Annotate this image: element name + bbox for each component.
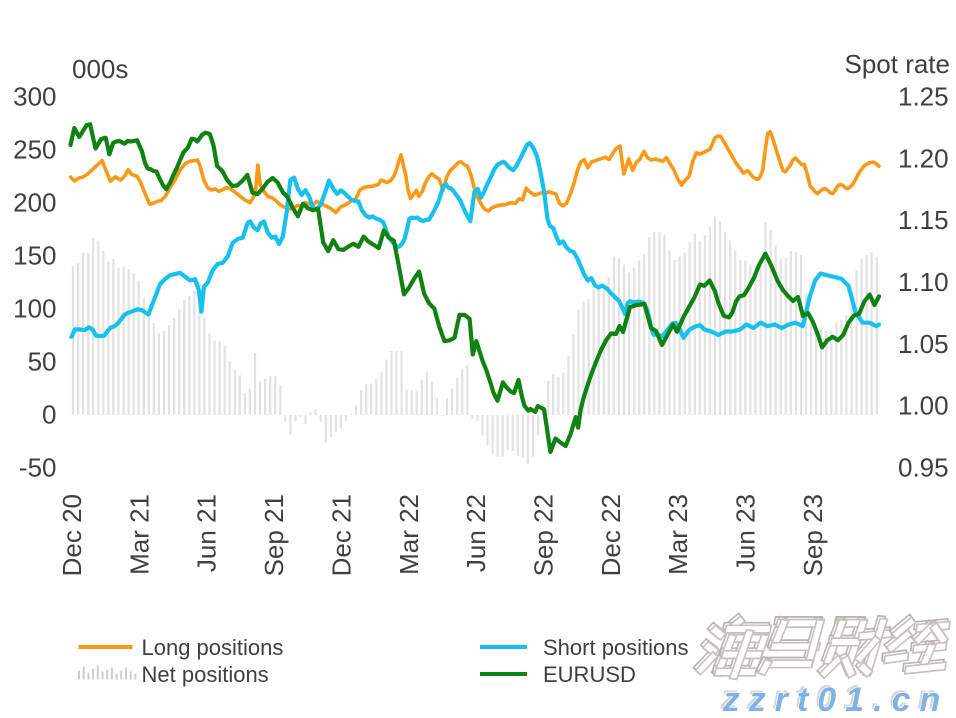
svg-text:300: 300 — [13, 82, 56, 112]
svg-text:Dec 21: Dec 21 — [326, 494, 356, 576]
svg-text:1.10: 1.10 — [898, 267, 949, 297]
svg-text:Spot rate: Spot rate — [844, 49, 950, 79]
svg-text:200: 200 — [13, 188, 56, 218]
svg-text:Mar 22: Mar 22 — [394, 494, 424, 575]
svg-text:-50: -50 — [19, 453, 57, 483]
svg-text:50: 50 — [28, 347, 57, 377]
svg-text:250: 250 — [13, 135, 56, 165]
svg-text:Mar 23: Mar 23 — [663, 494, 693, 575]
svg-text:Short positions: Short positions — [543, 635, 689, 660]
svg-text:Long positions: Long positions — [142, 635, 284, 660]
svg-text:Jun 21: Jun 21 — [192, 494, 222, 572]
svg-text:0: 0 — [42, 400, 56, 430]
svg-text:0.95: 0.95 — [898, 453, 949, 483]
svg-text:150: 150 — [13, 241, 56, 271]
svg-text:Dec 22: Dec 22 — [596, 494, 626, 576]
svg-text:zzrt01.cn: zzrt01.cn — [719, 679, 947, 717]
svg-text:1.20: 1.20 — [898, 143, 949, 173]
svg-text:Jun 22: Jun 22 — [461, 494, 491, 572]
svg-text:Sep 23: Sep 23 — [798, 494, 828, 576]
svg-text:Net positions: Net positions — [142, 662, 269, 687]
svg-text:1.15: 1.15 — [898, 205, 949, 235]
svg-text:Dec 20: Dec 20 — [57, 494, 87, 576]
svg-text:000s: 000s — [72, 54, 128, 84]
svg-text:1.05: 1.05 — [898, 329, 949, 359]
svg-text:Mar 21: Mar 21 — [124, 494, 154, 575]
svg-text:EURUSD: EURUSD — [543, 662, 636, 687]
svg-text:1.00: 1.00 — [898, 391, 949, 421]
svg-text:Sep 22: Sep 22 — [528, 494, 558, 576]
svg-text:Sep 21: Sep 21 — [259, 494, 289, 576]
svg-text:zzrt01.cn: zzrt01.cn — [722, 681, 950, 718]
svg-text:Jun 23: Jun 23 — [731, 494, 761, 572]
svg-text:1.25: 1.25 — [898, 82, 949, 112]
svg-text:100: 100 — [13, 294, 56, 324]
